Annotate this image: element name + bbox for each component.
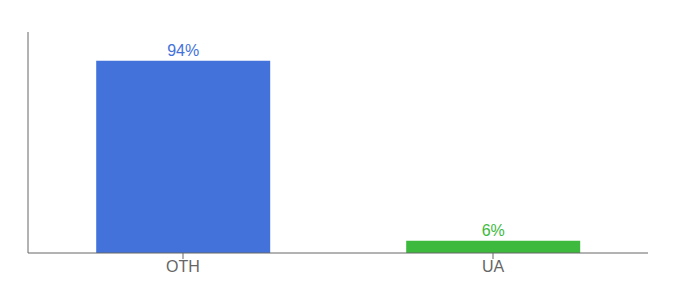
- svg-text:94%: 94%: [167, 42, 199, 59]
- svg-text:UA: UA: [482, 258, 505, 275]
- svg-text:OTH: OTH: [166, 258, 200, 275]
- svg-text:6%: 6%: [482, 222, 505, 239]
